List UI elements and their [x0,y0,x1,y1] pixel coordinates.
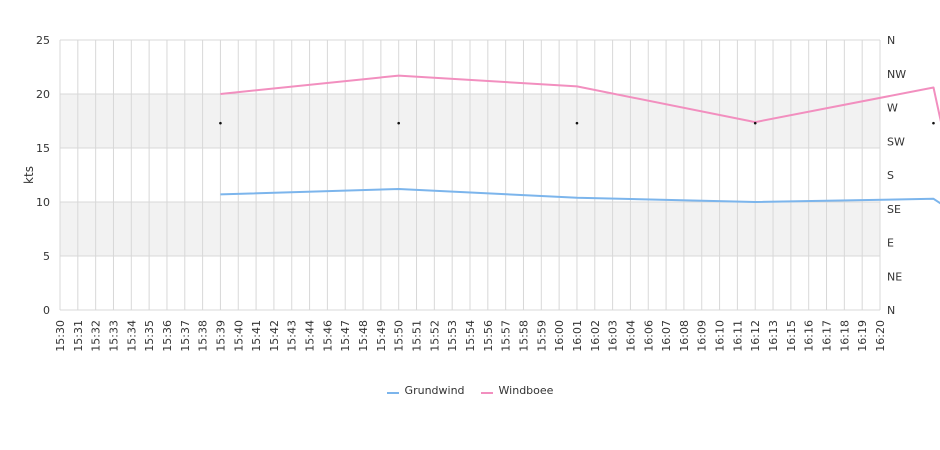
x-tick-label: 15:48 [357,320,370,352]
x-tick-label: 16:15 [785,320,798,352]
x-tick-label: 15:53 [446,320,459,352]
y-tick-label: 5 [43,250,50,263]
x-tick-label: 16:16 [803,320,816,352]
direction-label: S [887,169,894,182]
direction-label: E [887,237,894,250]
x-tick-label: 16:13 [767,320,780,352]
x-tick-label: 15:51 [411,320,424,352]
x-tick-label: 15:44 [304,320,317,352]
x-tick-label: 16:12 [749,320,762,352]
x-tick-label: 15:37 [179,320,192,352]
x-tick-label: 15:39 [214,320,227,352]
direction-marker [575,121,579,125]
y-axis-title: kts [22,166,36,184]
y-tick-label: 20 [36,88,50,101]
direction-axis-labels: N NE E SE S SW W NW N [887,34,906,317]
x-tick-label: 16:02 [589,320,602,352]
x-axis-ticks: 15:30 15:31 15:32 15:33 15:34 15:35 15:36 15:37… [54,320,887,352]
x-tick-label: 16:03 [607,320,620,352]
legend-item-windboee[interactable]: Windboee [480,384,554,397]
x-tick-label: 15:50 [393,320,406,352]
x-tick-label: 16:11 [731,320,744,352]
series-line-grundwind [220,188,940,205]
y-axis-ticks: 0 5 10 15 20 25 [36,34,50,317]
direction-marker [219,121,222,125]
x-tick-label: 16:17 [821,320,834,352]
y-tick-label: 10 [36,196,50,209]
direction-label: N [887,304,895,317]
legend-label-windboee: Windboee [498,384,554,397]
legend-item-grundwind[interactable]: Grundwind [386,384,465,397]
y-tick-label: 25 [36,34,50,47]
x-tick-label: 16:07 [660,320,673,352]
direction-label: SW [887,135,905,148]
x-tick-label: 16:00 [553,320,566,352]
series-line-windboee [220,74,940,124]
x-tick-label: 15:56 [482,320,495,352]
x-tick-label: 15:41 [250,320,263,352]
x-tick-label: 16:19 [856,320,869,352]
direction-label: NW [887,68,906,81]
x-tick-label: 16:10 [714,320,727,352]
x-tick-label: 16:08 [678,320,691,352]
x-tick-label: 15:59 [535,320,548,352]
x-tick-label: 16:09 [696,320,709,352]
x-tick-label: 15:46 [321,320,334,352]
legend-swatch-grundwind [386,391,399,394]
x-tick-label: 15:34 [125,320,138,352]
direction-marker [753,121,757,125]
x-tick-label: 16:20 [874,320,887,352]
x-tick-label: 15:58 [517,320,530,352]
direction-label: N [887,34,895,47]
x-tick-label: 15:31 [72,320,85,352]
x-tick-label: 16:18 [838,320,851,352]
legend: Grundwind Windboee [0,384,940,397]
x-tick-label: 16:06 [642,320,655,352]
series-lines [220,74,940,205]
x-tick-label: 15:43 [286,320,299,352]
y-tick-label: 0 [43,304,50,317]
x-tick-label: 15:36 [161,320,174,352]
x-tick-label: 15:35 [143,320,156,352]
x-tick-label: 15:42 [268,320,281,352]
x-tick-label: 15:33 [107,320,120,352]
direction-marker [932,121,935,125]
x-tick-label: 16:01 [571,320,584,352]
direction-marker [397,121,400,125]
x-tick-label: 16:04 [624,320,637,352]
direction-label: SE [887,203,901,216]
direction-label: NE [887,270,902,283]
x-tick-label: 15:54 [464,320,477,352]
legend-swatch-windboee [480,391,493,394]
x-tick-label: 15:38 [197,320,210,352]
y-tick-label: 15 [36,142,50,155]
x-tick-label: 15:52 [428,320,441,352]
horizontal-gridlines [60,39,880,311]
direction-markers [219,121,935,125]
x-tick-label: 15:32 [90,320,103,352]
x-tick-label: 15:40 [232,320,245,352]
direction-label: W [887,102,898,115]
vertical-gridlines [59,40,881,310]
legend-label-grundwind: Grundwind [404,384,465,397]
x-tick-label: 15:49 [375,320,388,352]
x-tick-label: 15:57 [500,320,513,352]
x-tick-label: 15:30 [54,320,67,352]
x-tick-label: 15:47 [339,320,352,352]
